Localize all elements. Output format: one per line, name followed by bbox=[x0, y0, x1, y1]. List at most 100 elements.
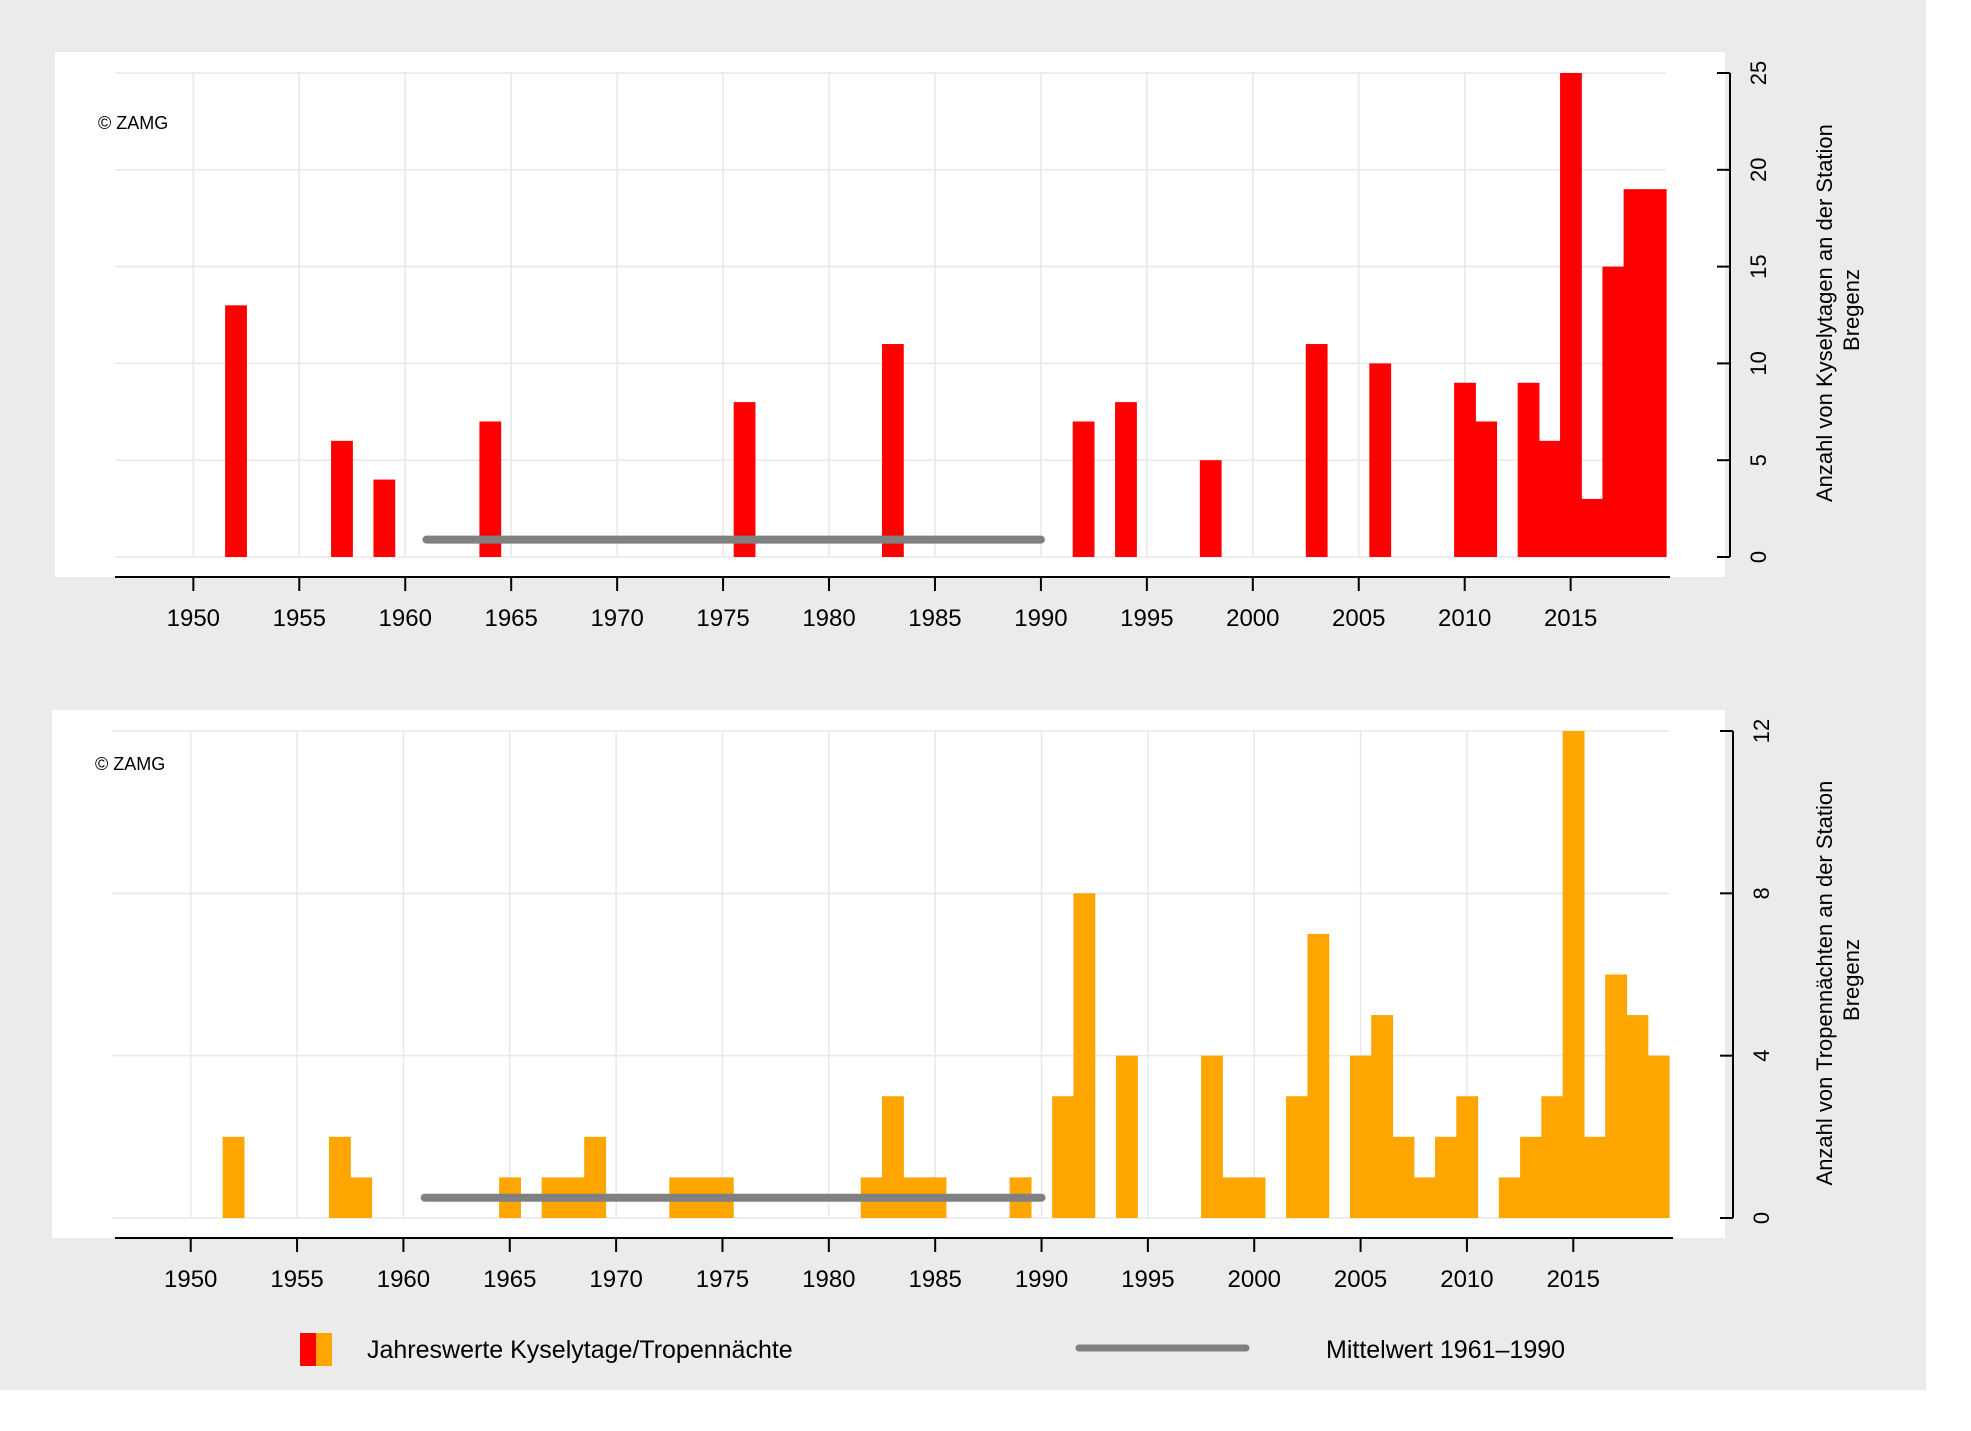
kyselytage-y-axis-title: Anzahl von Kyselytagen an der Station Br… bbox=[1812, 118, 1864, 502]
kyselytage-x-tick-label-2010: 2010 bbox=[1438, 605, 1491, 632]
kyselytage-x-tick-label-1995: 1995 bbox=[1120, 605, 1173, 632]
kyselytage-y-tick-label-15: 15 bbox=[1746, 254, 1771, 278]
tropennaechte-chart: © ZAMG 1950 1955 1960 1965 1970 1975 1980 1985 1… bbox=[52, 710, 1864, 1293]
kyselytage-chart: © ZAMG 1950 1955 1960 1965 1970 1975 1980 1985 1… bbox=[55, 52, 1864, 632]
tropennaechte-y-tick-label-8: 8 bbox=[1749, 887, 1774, 899]
tropennaechte-x-tick-label-1980: 1980 bbox=[802, 1266, 855, 1293]
tropennaechte-bar-2015 bbox=[1562, 731, 1585, 1218]
legend-swatch-tropennaechte bbox=[316, 1333, 332, 1366]
kyselytage-y-tick-label-5: 5 bbox=[1746, 454, 1771, 466]
tropennaechte-y-tick-label-4: 4 bbox=[1749, 1050, 1774, 1062]
kyselytage-bar-1957 bbox=[331, 440, 353, 557]
kyselytage-x-tick-label-1985: 1985 bbox=[908, 605, 961, 632]
tropennaechte-bar-1992 bbox=[1073, 893, 1096, 1218]
kyselytage-bar-2003 bbox=[1305, 344, 1328, 557]
legend-bars-label: Jahreswerte Kyselytage/Tropennächte bbox=[367, 1336, 793, 1364]
tropennaechte-bar-2003 bbox=[1307, 933, 1330, 1218]
tropennaechte-bar-1952 bbox=[222, 1136, 245, 1218]
kyselytage-x-tick-label-1960: 1960 bbox=[379, 605, 432, 632]
tropennaechte-x-tick-label-2005: 2005 bbox=[1334, 1266, 1387, 1293]
kyselytage-bar-1994 bbox=[1115, 402, 1137, 557]
tropennaechte-x-tick-label-2015: 2015 bbox=[1547, 1266, 1600, 1293]
tropennaechte-bar-2002 bbox=[1286, 1096, 1309, 1218]
kyselytage-y-axis: 0 5 10 15 20 25 bbox=[1717, 61, 1771, 563]
tropennaechte-bar-1983 bbox=[882, 1096, 904, 1218]
kyselytage-x-tick-label-1980: 1980 bbox=[802, 605, 855, 632]
legend: Jahreswerte Kyselytage/Tropennächte Mitt… bbox=[300, 1333, 1565, 1366]
tropennaechte-x-tick-label-1960: 1960 bbox=[377, 1266, 430, 1293]
kyselytage-x-axis: 1950 1955 1960 1965 1970 1975 1980 1985 1990 1995… bbox=[115, 576, 1670, 632]
tropennaechte-bar-1991 bbox=[1052, 1096, 1075, 1218]
tropennaechte-bar-2019 bbox=[1647, 1055, 1670, 1218]
kyselytage-bar-2018 bbox=[1623, 189, 1646, 557]
kyselytage-bar-1959 bbox=[373, 479, 396, 557]
kyselytage-bar-1992 bbox=[1072, 421, 1095, 557]
kyselytage-y-axis-title-line1: Anzahl von Kyselytagen an der Station bbox=[1812, 124, 1837, 502]
tropennaechte-bar-2008 bbox=[1413, 1177, 1436, 1218]
tropennaechte-x-tick-label-1995: 1995 bbox=[1121, 1266, 1174, 1293]
tropennaechte-y-tick-label-0: 0 bbox=[1749, 1212, 1774, 1224]
tropennaechte-bar-1998 bbox=[1201, 1055, 1223, 1218]
kyselytage-bar-2015 bbox=[1560, 73, 1582, 557]
tropennaechte-y-axis-title-line2: Bregenz bbox=[1839, 939, 1864, 1021]
tropennaechte-bar-2012 bbox=[1498, 1177, 1521, 1218]
tropennaechte-bar-2007 bbox=[1392, 1136, 1415, 1218]
kyselytage-bar-2013 bbox=[1517, 382, 1540, 557]
tropennaechte-y-axis-title: Anzahl von Tropennächten an der Station … bbox=[1812, 775, 1864, 1186]
kyselytage-x-tick-label-2015: 2015 bbox=[1544, 605, 1597, 632]
kyselytage-copyright: © ZAMG bbox=[98, 113, 168, 133]
tropennaechte-x-tick-label-1975: 1975 bbox=[696, 1266, 749, 1293]
kyselytage-x-tick-label-1965: 1965 bbox=[484, 605, 537, 632]
tropennaechte-bar-2006 bbox=[1371, 1015, 1394, 1218]
kyselytage-y-tick-label-10: 10 bbox=[1746, 351, 1771, 375]
tropennaechte-bar-2014 bbox=[1541, 1096, 1564, 1218]
kyselytage-bar-2017 bbox=[1602, 266, 1625, 557]
kyselytage-x-tick-label-1970: 1970 bbox=[590, 605, 643, 632]
tropennaechte-bar-2018 bbox=[1626, 1015, 1649, 1218]
kyselytage-bar-1964 bbox=[479, 421, 502, 557]
tropennaechte-x-tick-label-1970: 1970 bbox=[589, 1266, 642, 1293]
kyselytage-x-tick-label-1955: 1955 bbox=[273, 605, 326, 632]
tropennaechte-x-tick-label-1990: 1990 bbox=[1015, 1266, 1068, 1293]
tropennaechte-bar-2010 bbox=[1456, 1096, 1479, 1218]
kyselytage-x-tick-label-2000: 2000 bbox=[1226, 605, 1279, 632]
tropennaechte-y-axis: 0 4 8 12 bbox=[1720, 719, 1774, 1224]
kyselytage-x-tick-label-1950: 1950 bbox=[167, 605, 220, 632]
kyselytage-bar-1983 bbox=[882, 344, 904, 557]
tropennaechte-x-axis: 1950 1955 1960 1965 1970 1975 1980 1985 1990 1995… bbox=[115, 1237, 1673, 1293]
tropennaechte-x-tick-label-2000: 2000 bbox=[1228, 1266, 1281, 1293]
tropennaechte-bar-1999 bbox=[1222, 1177, 1245, 1218]
kyselytage-bar-2006 bbox=[1369, 363, 1392, 557]
tropennaechte-x-tick-label-1965: 1965 bbox=[483, 1266, 536, 1293]
kyselytage-y-tick-label-25: 25 bbox=[1746, 61, 1771, 85]
tropennaechte-copyright: © ZAMG bbox=[95, 754, 165, 774]
kyselytage-bar-1952 bbox=[225, 305, 247, 557]
tropennaechte-bar-2016 bbox=[1583, 1136, 1606, 1218]
kyselytage-y-tick-label-0: 0 bbox=[1746, 551, 1771, 563]
tropennaechte-bar-2013 bbox=[1520, 1136, 1542, 1218]
kyselytage-x-tick-label-1990: 1990 bbox=[1014, 605, 1067, 632]
tropennaechte-bar-1958 bbox=[350, 1177, 373, 1218]
tropennaechte-y-axis-title-line1: Anzahl von Tropennächten an der Station bbox=[1812, 781, 1837, 1186]
kyselytage-bar-2010 bbox=[1454, 382, 1476, 557]
tropennaechte-x-tick-label-2010: 2010 bbox=[1440, 1266, 1493, 1293]
kyselytage-x-tick-label-2005: 2005 bbox=[1332, 605, 1385, 632]
tropennaechte-bar-1957 bbox=[328, 1136, 351, 1218]
tropennaechte-bar-2009 bbox=[1435, 1136, 1457, 1218]
tropennaechte-bar-1994 bbox=[1115, 1055, 1138, 1218]
tropennaechte-x-tick-label-1985: 1985 bbox=[908, 1266, 961, 1293]
tropennaechte-bar-2005 bbox=[1349, 1055, 1372, 1218]
kyselytage-bars bbox=[225, 73, 1667, 557]
kyselytage-bar-2016 bbox=[1581, 498, 1604, 557]
tropennaechte-bar-1969 bbox=[584, 1136, 607, 1218]
tropennaechte-y-tick-label-12: 12 bbox=[1749, 719, 1774, 743]
tropennaechte-bar-2000 bbox=[1243, 1177, 1266, 1218]
legend-swatch-kyselytage bbox=[300, 1333, 316, 1366]
legend-mean-label: Mittelwert 1961–1990 bbox=[1326, 1336, 1565, 1364]
kyselytage-x-tick-label-1975: 1975 bbox=[696, 605, 749, 632]
kyselytage-bar-2019 bbox=[1644, 189, 1667, 557]
tropennaechte-x-tick-label-1950: 1950 bbox=[164, 1266, 217, 1293]
kyselytage-y-tick-label-20: 20 bbox=[1746, 158, 1771, 182]
tropennaechte-x-tick-label-1955: 1955 bbox=[270, 1266, 323, 1293]
